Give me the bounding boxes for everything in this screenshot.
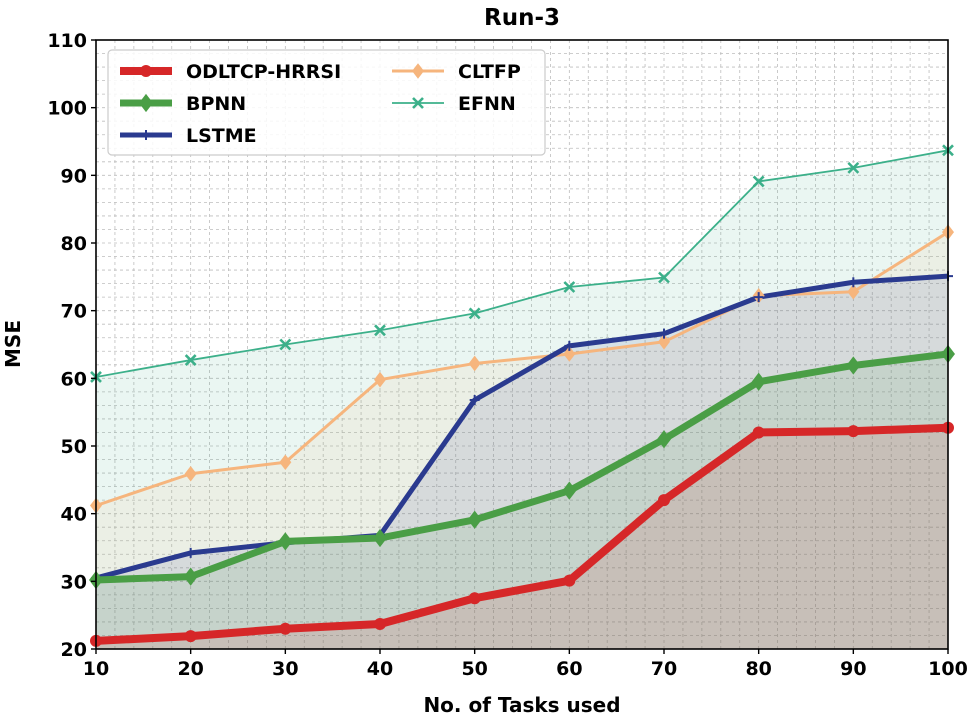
data-point: [847, 161, 860, 174]
x-tick-label: 70: [651, 658, 677, 680]
data-point: [752, 175, 765, 188]
data-point: [468, 355, 481, 372]
x-tick-label: 90: [840, 658, 866, 680]
data-point: [659, 328, 669, 339]
series-line: [96, 230, 948, 507]
data-point: [139, 93, 153, 113]
y-tick-label: 90: [61, 165, 87, 187]
data-point: [848, 277, 859, 288]
series-line: [96, 273, 948, 581]
data-point: [468, 592, 481, 605]
axis-ticks: 10 20 30 40 50 60 70 80 90 1002030405060708090100…: [47, 30, 968, 680]
legend-label: EFNN: [458, 93, 516, 115]
y-tick-label: 50: [61, 436, 87, 458]
y-tick-label: 80: [61, 233, 87, 255]
legend-label: BPNN: [186, 93, 246, 115]
series-line: [96, 149, 948, 378]
data-point: [184, 465, 197, 482]
data-point: [658, 271, 670, 284]
data-point: [563, 281, 576, 293]
y-tick-label: 110: [47, 30, 87, 52]
y-axis-title: MSE: [1, 320, 25, 368]
series-area-fill: [96, 276, 948, 649]
x-tick-label: 50: [461, 658, 487, 680]
data-point: [279, 338, 292, 351]
x-tick-label: 30: [272, 658, 298, 680]
data-point: [847, 283, 860, 300]
legend: ODLTCP-HRRSI BPNN LSTME CLTFP EFNN: [107, 49, 546, 156]
data-point: [412, 63, 424, 79]
x-tick-label: 10: [83, 658, 109, 680]
series-area-fill: [96, 353, 948, 649]
data-point: [468, 307, 481, 320]
y-tick-label: 20: [61, 639, 87, 661]
series-lines: [96, 149, 948, 645]
data-point: [753, 292, 764, 303]
data-point: [564, 340, 575, 351]
data-point: [563, 346, 576, 362]
data-point: [184, 354, 197, 366]
legend-label: LSTME: [186, 125, 257, 147]
x-axis-title: No. of Tasks used: [423, 693, 620, 717]
y-tick-label: 100: [47, 98, 87, 120]
data-point: [374, 371, 386, 388]
chart-title: Run-3: [484, 5, 560, 31]
data-point: [279, 454, 292, 471]
data-point: [846, 356, 861, 375]
data-point: [374, 324, 386, 337]
x-tick-label: 20: [177, 658, 203, 680]
series-area-fill: [96, 427, 948, 649]
y-tick-label: 60: [61, 368, 87, 390]
data-point: [467, 510, 482, 529]
plot-frame: [95, 39, 949, 650]
series-area-fill: [96, 150, 948, 649]
series-line: [96, 423, 948, 645]
legend-label: ODLTCP-HRRSI: [186, 61, 341, 83]
data-point: [412, 97, 424, 109]
x-tick-label: 40: [367, 658, 393, 680]
area-fills: [96, 150, 948, 649]
x-tick-label: 100: [928, 658, 968, 680]
data-point: [469, 394, 480, 405]
data-point: [141, 130, 151, 140]
data-point: [279, 622, 292, 635]
data-point: [140, 65, 152, 77]
legend-label: CLTFP: [458, 61, 521, 83]
data-point: [562, 481, 577, 500]
legend-box: [107, 49, 546, 156]
data-point: [374, 617, 386, 630]
data-point: [185, 547, 196, 558]
y-tick-label: 30: [61, 571, 87, 593]
data-point: [751, 372, 766, 391]
y-tick-label: 40: [61, 504, 87, 526]
data-point: [373, 528, 387, 548]
series-area-fill: [96, 232, 948, 649]
series-line: [96, 350, 948, 584]
data-point: [563, 574, 576, 587]
data-point: [658, 494, 670, 507]
data-point: [183, 567, 198, 586]
data-point: [847, 425, 860, 438]
data-point: [278, 532, 293, 551]
y-tick-label: 70: [61, 301, 87, 323]
x-tick-label: 80: [745, 658, 771, 680]
data-point: [657, 430, 671, 449]
data-point: [752, 426, 765, 439]
x-tick-label: 60: [556, 658, 582, 680]
data-point: [658, 333, 670, 350]
data-point: [184, 630, 197, 643]
